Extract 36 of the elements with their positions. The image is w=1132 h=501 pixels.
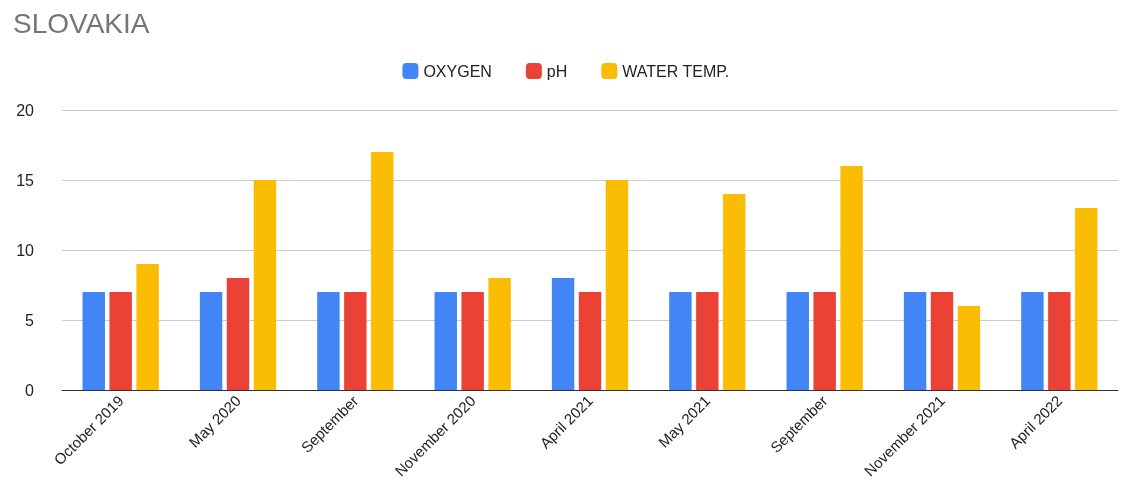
y-tick-label: 20 xyxy=(16,101,35,119)
chart-title: SLOVAKIA xyxy=(13,7,150,39)
bar xyxy=(578,292,602,390)
bar xyxy=(1048,292,1071,390)
bar xyxy=(696,292,719,390)
bar xyxy=(723,194,746,390)
bar xyxy=(930,292,954,390)
bar xyxy=(551,278,575,390)
bar xyxy=(199,292,223,390)
bar xyxy=(371,152,394,390)
bar xyxy=(786,292,809,390)
bar xyxy=(434,292,457,390)
bar xyxy=(813,292,836,390)
legend-label: OXYGEN xyxy=(423,62,492,80)
y-tick-label: 15 xyxy=(16,171,35,189)
bar xyxy=(1021,292,1044,390)
bar xyxy=(1075,208,1098,390)
bar xyxy=(840,166,863,390)
bar xyxy=(344,292,367,390)
bar xyxy=(253,180,277,390)
bar xyxy=(669,292,692,390)
bar xyxy=(317,292,340,390)
y-tick-label: 0 xyxy=(25,381,35,399)
bar xyxy=(226,278,250,390)
bar xyxy=(109,292,132,390)
bar xyxy=(957,306,981,390)
bar xyxy=(82,292,105,390)
bar xyxy=(605,180,629,390)
bar xyxy=(488,278,511,390)
legend-label: WATER TEMP. xyxy=(622,62,730,80)
bar xyxy=(903,292,927,390)
bar xyxy=(136,264,159,390)
bar xyxy=(461,292,484,390)
y-tick-label: 10 xyxy=(16,241,35,259)
y-tick-label: 5 xyxy=(25,311,35,329)
legend-label: pH xyxy=(546,62,568,80)
